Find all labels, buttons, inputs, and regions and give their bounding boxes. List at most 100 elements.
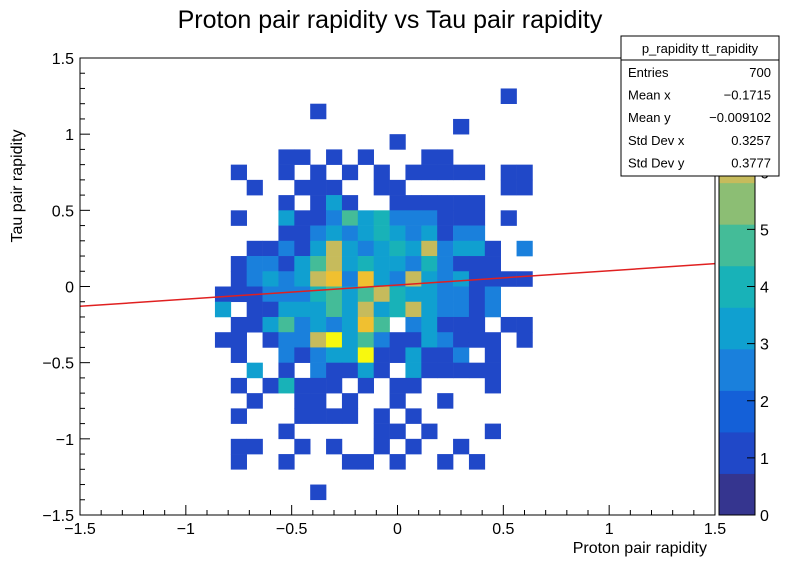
heatmap-cell xyxy=(453,118,470,135)
heatmap-cell xyxy=(357,454,374,470)
heatmap-cell xyxy=(357,271,374,287)
heatmap-cell xyxy=(421,347,438,363)
heatmap-cell xyxy=(453,225,470,242)
heatmap-cell xyxy=(246,393,263,409)
heatmap-cell xyxy=(421,316,438,333)
x-tick-label: −0.5 xyxy=(276,521,308,538)
heatmap-cell xyxy=(405,377,422,394)
heatmap-cell xyxy=(405,195,422,211)
heatmap-cell xyxy=(516,316,533,333)
heatmap-cell xyxy=(310,210,327,226)
heatmap-cell xyxy=(214,286,232,303)
heatmap-cell xyxy=(421,301,438,318)
heatmap-cell xyxy=(230,271,247,287)
heatmap-cell xyxy=(310,103,327,120)
heatmap-cell xyxy=(326,271,343,287)
heatmap-cell xyxy=(516,332,533,348)
heatmap-cell xyxy=(246,316,263,333)
heatmap-cell xyxy=(389,377,406,394)
heatmap-cell xyxy=(326,438,343,455)
stats-label: Std Dev y xyxy=(628,155,685,170)
heatmap-cell xyxy=(310,408,327,424)
heatmap-cell xyxy=(405,301,422,318)
heatmap-cell xyxy=(468,286,486,303)
heatmap-cell xyxy=(421,256,438,272)
heatmap-cells xyxy=(214,88,533,501)
heatmap-cell xyxy=(357,240,374,257)
chart-title: Proton pair rapidity vs Tau pair rapidit… xyxy=(178,6,603,34)
heatmap-cell xyxy=(468,225,486,242)
heatmap-cell xyxy=(294,225,311,242)
heatmap-cell xyxy=(437,256,454,272)
heatmap-cell xyxy=(357,377,374,394)
heatmap-cell xyxy=(468,195,486,211)
heatmap-cell xyxy=(214,301,232,318)
heatmap-cell xyxy=(326,316,343,333)
heatmap-cell xyxy=(421,240,438,257)
heatmap-cell xyxy=(341,316,359,333)
heatmap-cell xyxy=(310,286,327,303)
heatmap-cell xyxy=(421,332,438,348)
heatmap-cell xyxy=(294,240,311,257)
heatmap-cell xyxy=(341,210,359,226)
stats-title: p_rapidity tt_rapidity xyxy=(642,41,759,56)
stats-box: p_rapidity tt_rapidity Entries 700 Mean x −0… xyxy=(620,35,780,177)
heatmap-cell xyxy=(341,286,359,303)
palette-segment xyxy=(719,390,755,433)
heatmap-cell xyxy=(341,454,359,470)
heatmap-cell xyxy=(373,179,390,196)
stats-value: 700 xyxy=(749,65,771,80)
heatmap-cell xyxy=(437,271,454,287)
palette-segment xyxy=(719,224,755,267)
stats-value: −0.009102 xyxy=(709,110,771,125)
palette-tick-label: 2 xyxy=(760,394,769,411)
y-tick-label: −0.5 xyxy=(42,356,74,373)
heatmap-cell xyxy=(294,438,311,455)
heatmap-cell xyxy=(262,256,279,272)
heatmap-cell xyxy=(294,271,311,287)
heatmap-cell xyxy=(373,347,390,363)
heatmap-cell xyxy=(278,423,295,440)
heatmap-cell xyxy=(500,164,517,181)
heatmap-cell xyxy=(341,408,359,424)
heatmap-cell xyxy=(453,195,470,211)
heatmap-cell xyxy=(516,179,533,196)
heatmap-cell xyxy=(310,225,327,242)
heatmap-cell xyxy=(389,240,406,257)
heatmap-cell xyxy=(230,454,247,470)
x-axis-label: Proton pair rapidity xyxy=(573,540,707,557)
heatmap-cell xyxy=(294,393,311,409)
heatmap-cell xyxy=(278,454,295,470)
heatmap-cell xyxy=(278,240,295,257)
heatmap-cell xyxy=(341,332,359,348)
palette-tick-label: 4 xyxy=(760,280,769,297)
heatmap-cell xyxy=(294,256,311,272)
heatmap-cell xyxy=(341,240,359,257)
heatmap-cell xyxy=(278,316,295,333)
heatmap-cell xyxy=(405,408,422,424)
heatmap-cell xyxy=(310,347,327,363)
heatmap-cell xyxy=(310,316,327,333)
heatmap-cell xyxy=(405,362,422,379)
heatmap-cell xyxy=(246,240,263,257)
heatmap-cell xyxy=(230,332,247,348)
heatmap-cell xyxy=(468,362,486,379)
heatmap-cell xyxy=(214,332,232,348)
heatmap-cell xyxy=(310,377,327,394)
stats-value: 0.3777 xyxy=(731,155,771,170)
heatmap-cell xyxy=(310,393,327,409)
heatmap-cell xyxy=(453,164,470,181)
heatmap-cell xyxy=(357,286,374,303)
heatmap-cell xyxy=(389,179,406,196)
heatmap-cell xyxy=(246,362,263,379)
x-axis: −1.5 −1 −0.5 0 0.5 1 1.5 xyxy=(64,505,726,538)
x-tick-label: 1.5 xyxy=(704,521,726,538)
heatmap-cell xyxy=(373,438,390,455)
heatmap-cell xyxy=(389,225,406,242)
heatmap-cell xyxy=(294,286,311,303)
heatmap-cell xyxy=(421,362,438,379)
heatmap-cell xyxy=(389,423,406,440)
heatmap-cell xyxy=(437,393,454,409)
heatmap-cell xyxy=(453,438,470,455)
heatmap-cell xyxy=(437,332,454,348)
